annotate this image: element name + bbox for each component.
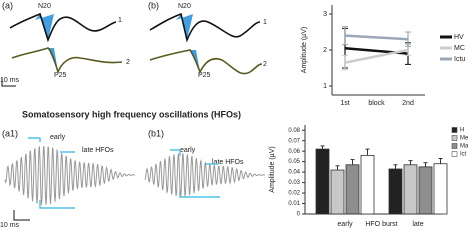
y-tick-label: 0.03 [288,180,300,186]
bar [345,164,360,215]
bar [418,166,433,215]
y-tick-label: 0.01 [288,201,300,207]
trace-label: 2 [126,59,130,66]
x-axis-label: HFO burst [365,221,397,228]
y-tick-label: 1 [323,83,327,90]
peak-label: P25 [54,72,67,79]
peak-label: P25 [198,72,211,79]
x-tick-label: early [337,221,353,228]
scale-label: 10 ms [0,77,20,84]
bar [433,163,448,215]
y-tick-label: 0.06 [288,149,300,155]
y-axis-label: Amplitude (µV) [301,27,308,73]
legend-label: Ma [460,144,469,150]
waveforms [1,12,266,221]
panel-label: (a1) [2,128,18,138]
legend-swatch [451,135,458,141]
x-tick-label: 1st [340,100,349,107]
peak-label: N20 [178,3,191,10]
bar [388,168,403,215]
annotation: late HFOs [212,159,244,166]
y-tick-label: 0.08 [288,128,300,134]
legend-label: Ict [460,152,467,158]
scale-label: 10 ms [0,222,20,229]
legend-swatch [451,151,458,157]
y-tick-label: 0 [297,212,301,218]
legend-swatch [451,127,458,133]
x-axis-label: block [368,100,385,107]
line [344,48,409,64]
annotation: early [50,134,66,141]
x-tick-label: 2nd [402,100,414,107]
panel-label: (a) [2,0,13,10]
line [344,34,409,41]
trace-label: 1 [263,19,267,26]
legend-label: MC [454,45,465,52]
trace-label: 2 [263,61,267,68]
legend-label: HV [454,34,464,41]
bar [403,164,418,215]
y-tick-label: 0.04 [288,170,300,176]
legend-label: Me [460,136,469,142]
y-tick-label: 3 [323,11,327,18]
y-tick-label: 2 [323,47,327,54]
x-tick-label: late [412,221,423,228]
figure: (a) (b) (a1) (b1) N20 P25 N20 P25 1 2 1 … [0,0,469,229]
bar [330,169,345,215]
y-tick-label: 0.02 [288,191,300,197]
legend-label: H [460,128,464,134]
y-tick-label: 0.07 [288,138,300,144]
trace-label: 1 [118,17,122,24]
legend-swatch [451,143,458,149]
legend-label: Ictu [454,56,465,63]
section-title: Somatosensory high frequency oscillation… [22,109,241,119]
panel-label: (b) [148,0,159,10]
bar [360,154,375,215]
annotation: late HFOs [82,147,114,154]
annotation: early [180,147,196,154]
peak-label: N20 [38,3,51,10]
y-tick-label: 0.05 [288,159,300,165]
panel-label: (b1) [148,128,164,138]
bar [315,148,330,215]
y-axis-label: Amplitude (µV) [269,146,276,192]
